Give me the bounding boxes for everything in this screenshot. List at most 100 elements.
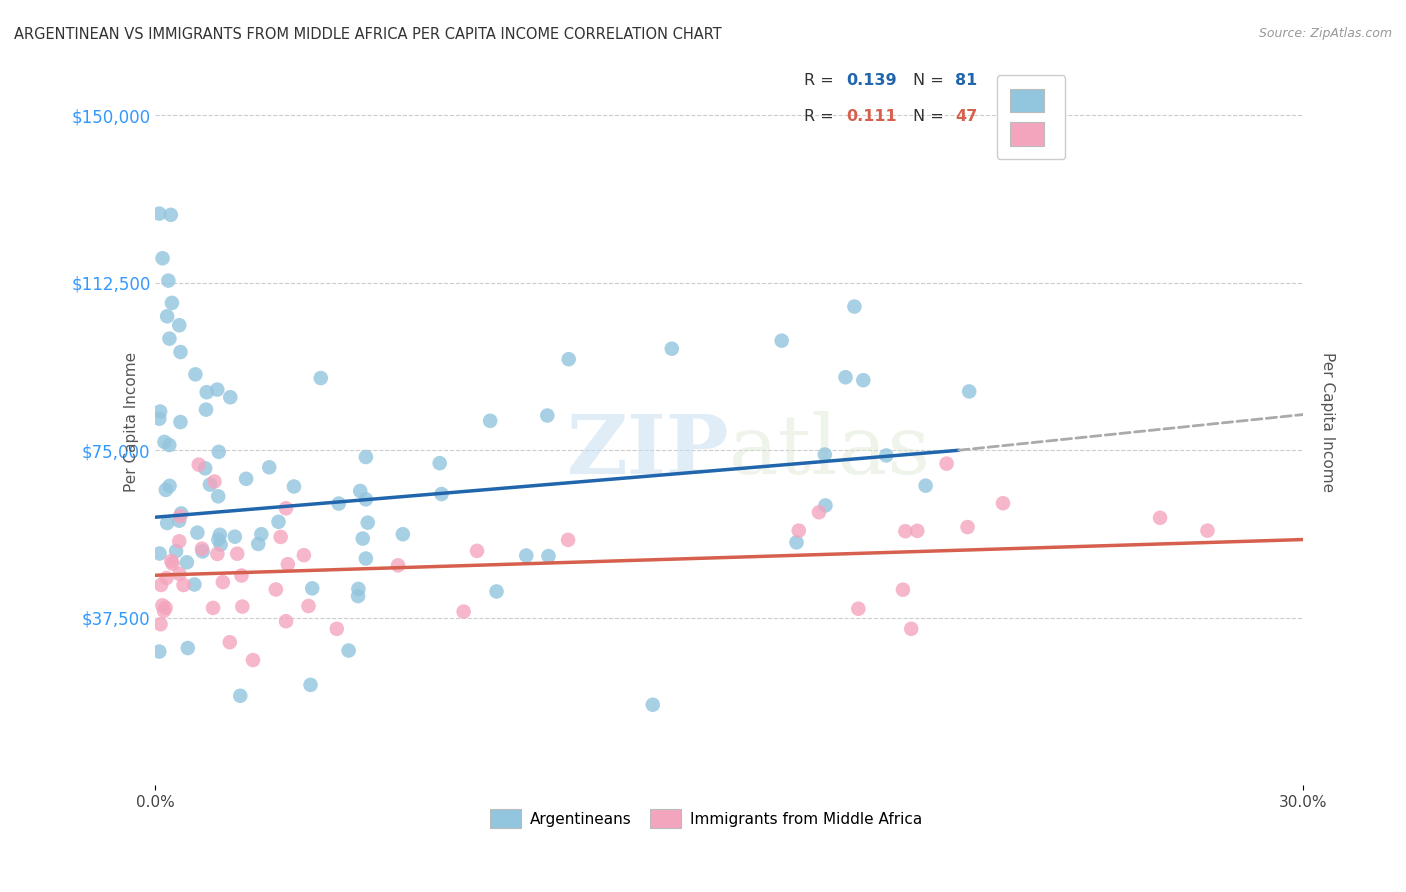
Point [165,544,187,558]
Point [536,409,558,423]
Point [557,352,579,367]
Point [157,274,180,288]
Point [387,558,409,573]
Point [231,568,253,582]
Point [357,516,380,530]
Point [208,445,231,459]
Point [661,342,683,356]
Point [354,551,377,566]
Point [173,578,195,592]
Point [354,450,377,464]
Point [167,534,190,549]
Point [905,524,928,538]
Point [515,549,537,563]
Point [301,582,323,596]
Point [956,520,979,534]
Point [891,582,914,597]
Point [337,643,360,657]
Point [283,479,305,493]
Point [159,479,181,493]
Text: N =: N = [912,73,949,88]
Point [148,411,170,425]
Point [186,525,208,540]
Point [176,555,198,569]
Point [156,516,179,530]
Point [202,601,225,615]
Point [153,604,176,618]
Point [169,509,191,524]
Text: 47: 47 [955,109,977,124]
Point [207,547,229,561]
Point [159,208,181,222]
Point [814,448,837,462]
Point [148,206,170,220]
Point [991,496,1014,510]
Point [187,458,209,472]
Point [235,472,257,486]
Y-axis label: Per Capita Income: Per Capita Income [1320,352,1334,492]
Point [195,402,218,417]
Point [259,460,281,475]
Point [191,544,214,558]
Point [207,489,229,503]
Point [224,530,246,544]
Point [149,404,172,418]
Point [264,582,287,597]
Point [169,318,191,333]
Text: 81: 81 [955,73,977,88]
Point [149,617,172,632]
Point [347,589,370,603]
Point [191,541,214,556]
Point [270,530,292,544]
Point [453,605,475,619]
Point [814,499,837,513]
Point [169,345,191,359]
Point [247,537,270,551]
Point [150,599,173,613]
Point [150,578,173,592]
Point [1197,524,1219,538]
Point [250,527,273,541]
Point [641,698,664,712]
Point [787,524,810,538]
Point [157,438,180,452]
Y-axis label: Per Capita Income: Per Capita Income [124,352,139,492]
Point [894,524,917,539]
Point [212,575,235,590]
Point [207,383,229,397]
Point [169,415,191,429]
Point [274,501,297,516]
Point [170,507,193,521]
Point [218,635,240,649]
Point [844,300,866,314]
Point [183,577,205,591]
Point [277,557,299,571]
Point [557,533,579,547]
Point [786,535,808,549]
Point [914,478,936,492]
Point [354,492,377,507]
Point [229,689,252,703]
Point [846,601,869,615]
Point [834,370,856,384]
Text: R =: R = [804,73,839,88]
Point [328,497,350,511]
Point [177,640,200,655]
Point [155,571,177,585]
Point [852,373,875,387]
Point [208,528,231,542]
Point [297,599,319,613]
Point [537,549,560,563]
Point [349,483,371,498]
Point [204,475,226,489]
Point [231,599,253,614]
Point [479,414,502,428]
Point [309,371,332,385]
Point [429,456,451,470]
Point [167,514,190,528]
Point [807,505,830,519]
Point [770,334,793,348]
Point [195,385,218,400]
Text: atlas: atlas [730,411,931,491]
Point [299,678,322,692]
